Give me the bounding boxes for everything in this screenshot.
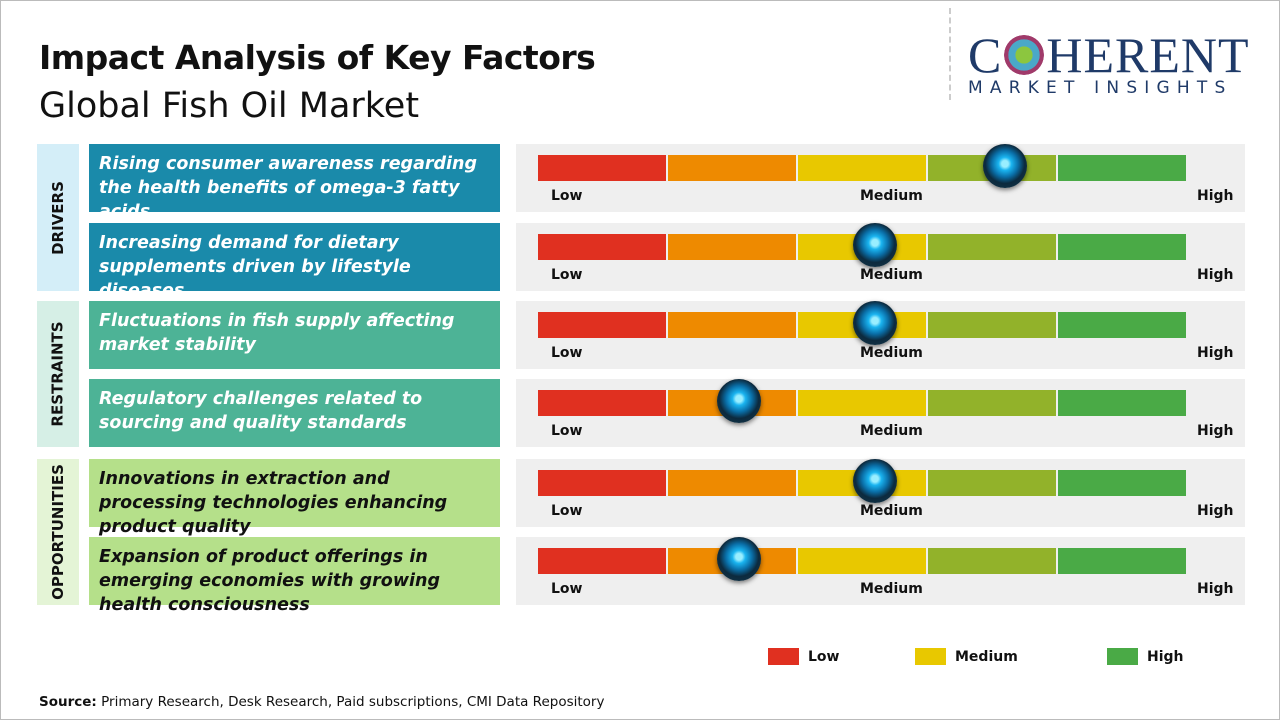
legend-swatch bbox=[1107, 648, 1138, 665]
category-text: OPPORTUNITIES bbox=[49, 464, 67, 600]
gauge-segment bbox=[538, 470, 666, 496]
legend-low: Low bbox=[768, 648, 839, 665]
gauge-segment bbox=[668, 234, 796, 260]
legend-label: Low bbox=[808, 648, 840, 665]
legend-swatch bbox=[915, 648, 946, 665]
impact-indicator-icon bbox=[852, 459, 897, 503]
gauge-bar bbox=[538, 234, 1186, 260]
legend-label: Medium bbox=[955, 648, 1018, 665]
scale-medium: Medium bbox=[860, 267, 923, 283]
legend-swatch bbox=[768, 648, 799, 665]
factor-text: Innovations in extraction and processing… bbox=[89, 459, 500, 537]
scale-low: Low bbox=[551, 188, 583, 204]
category-label-opportunities: OPPORTUNITIES bbox=[37, 459, 79, 605]
scale-medium: Medium bbox=[860, 581, 923, 597]
impact-gauge: Low Medium High bbox=[516, 301, 1245, 369]
gauge-segment bbox=[668, 470, 796, 496]
gauge-segment bbox=[928, 470, 1056, 496]
scale-high: High bbox=[1197, 423, 1234, 439]
gauge-segment bbox=[538, 548, 666, 574]
scale-low: Low bbox=[551, 503, 583, 519]
gauge-segment bbox=[1058, 470, 1186, 496]
scale-low: Low bbox=[551, 581, 583, 597]
gauge-segment bbox=[928, 312, 1056, 338]
impact-indicator-icon bbox=[852, 223, 897, 267]
scale-low: Low bbox=[551, 267, 583, 283]
impact-gauge: Low Medium High bbox=[516, 537, 1245, 605]
gauge-segment bbox=[1058, 390, 1186, 416]
globe-icon bbox=[1004, 35, 1045, 75]
gauge-segment bbox=[1058, 312, 1186, 338]
scale-high: High bbox=[1197, 503, 1234, 519]
page-subtitle: Global Fish Oil Market bbox=[39, 86, 420, 126]
factor-text: Regulatory challenges related to sourcin… bbox=[89, 379, 500, 447]
scale-high: High bbox=[1197, 581, 1234, 597]
scale-low: Low bbox=[551, 345, 583, 361]
factor-text: Expansion of product offerings in emergi… bbox=[89, 537, 500, 615]
impact-gauge: Low Medium High bbox=[516, 459, 1245, 527]
gauge-segment bbox=[928, 234, 1056, 260]
impact-indicator-icon bbox=[982, 144, 1027, 188]
legend-medium: Medium bbox=[915, 648, 1018, 665]
gauge-bar bbox=[538, 155, 1186, 181]
impact-gauge: Low Medium High bbox=[516, 223, 1245, 291]
category-label-restraints: RESTRAINTS bbox=[37, 301, 79, 447]
legend-label: High bbox=[1147, 648, 1184, 665]
category-text: DRIVERS bbox=[49, 180, 68, 255]
gauge-segment bbox=[668, 155, 796, 181]
source-text: Primary Research, Desk Research, Paid su… bbox=[96, 694, 605, 710]
impact-indicator-icon bbox=[852, 301, 897, 345]
impact-gauge: Low Medium High bbox=[516, 144, 1245, 212]
gauge-segment bbox=[1058, 155, 1186, 181]
gauge-segment bbox=[538, 312, 666, 338]
gauge-segment bbox=[928, 548, 1056, 574]
gauge-bar bbox=[538, 390, 1186, 416]
gauge-bar bbox=[538, 548, 1186, 574]
gauge-segment bbox=[1058, 548, 1186, 574]
impact-gauge: Low Medium High bbox=[516, 379, 1245, 447]
gauge-segment bbox=[1058, 234, 1186, 260]
gauge-segment bbox=[798, 155, 926, 181]
scale-medium: Medium bbox=[860, 345, 923, 361]
gauge-segment bbox=[798, 548, 926, 574]
impact-indicator-icon bbox=[716, 379, 761, 423]
scale-high: High bbox=[1197, 345, 1234, 361]
scale-medium: Medium bbox=[860, 503, 923, 519]
gauge-segment bbox=[928, 390, 1056, 416]
source-label: Source: bbox=[39, 694, 97, 710]
scale-medium: Medium bbox=[860, 423, 923, 439]
factor-text: Fluctuations in fish supply affecting ma… bbox=[89, 301, 500, 369]
logo: C HERENT MARKET INSIGHTS bbox=[968, 27, 1250, 98]
impact-indicator-icon bbox=[716, 537, 761, 581]
gauge-segment bbox=[538, 234, 666, 260]
legend-high: High bbox=[1107, 648, 1184, 665]
gauge-segment bbox=[668, 312, 796, 338]
page-title: Impact Analysis of Key Factors bbox=[39, 38, 596, 77]
scale-high: High bbox=[1197, 267, 1234, 283]
scale-low: Low bbox=[551, 423, 583, 439]
scale-high: High bbox=[1197, 188, 1234, 204]
category-label-drivers: DRIVERS bbox=[37, 144, 79, 291]
divider bbox=[949, 8, 951, 100]
scale-medium: Medium bbox=[860, 188, 923, 204]
gauge-bar bbox=[538, 312, 1186, 338]
source-note: Source: Primary Research, Desk Research,… bbox=[39, 694, 604, 710]
gauge-segment bbox=[538, 155, 666, 181]
factor-text: Increasing demand for dietary supplement… bbox=[89, 223, 500, 301]
category-text: RESTRAINTS bbox=[49, 321, 68, 427]
gauge-segment bbox=[798, 390, 926, 416]
factor-text: Rising consumer awareness regarding the … bbox=[89, 144, 500, 222]
gauge-segment bbox=[538, 390, 666, 416]
